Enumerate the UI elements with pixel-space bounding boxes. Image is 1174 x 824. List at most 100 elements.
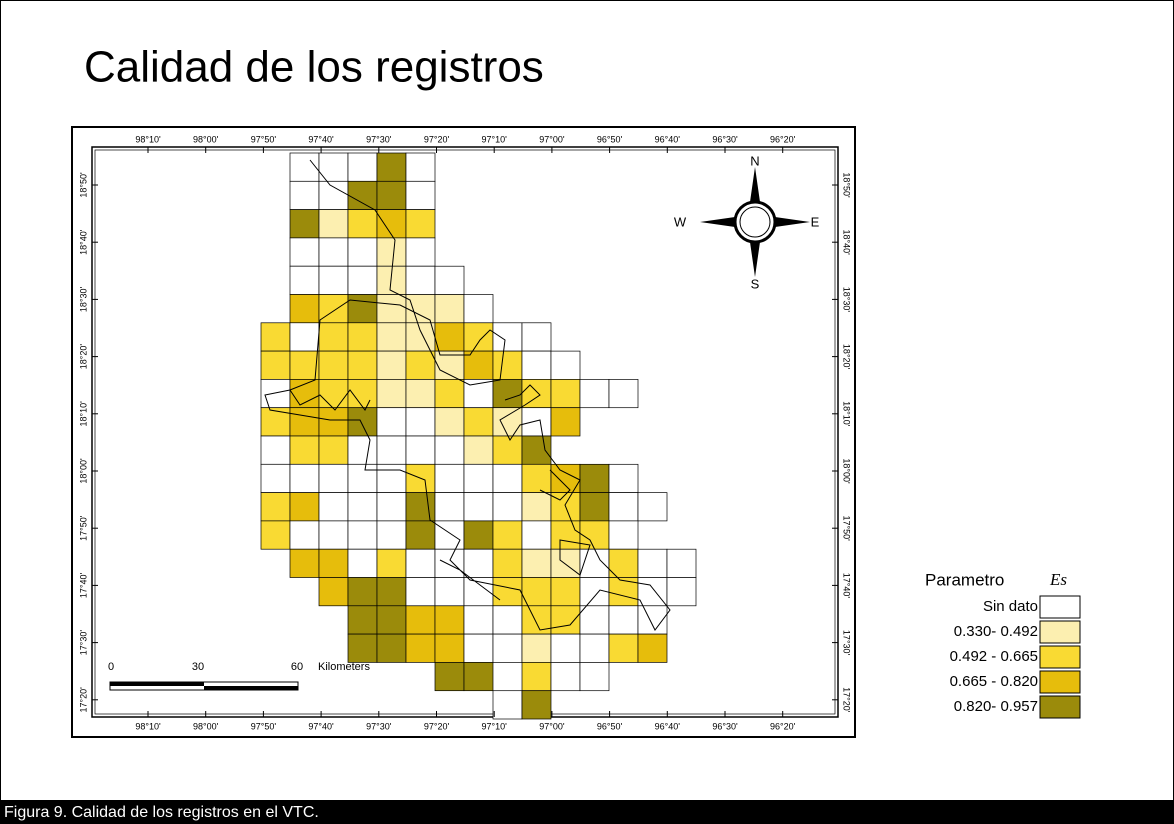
grid-cell — [289, 209, 320, 239]
bottom-tick-label: 98°10' — [135, 721, 161, 731]
grid-cell — [550, 662, 581, 692]
grid-cell — [463, 633, 494, 663]
grid-cell — [579, 379, 610, 409]
grid-cell — [492, 379, 523, 409]
grid-cell — [376, 180, 407, 210]
grid-cell — [434, 435, 465, 465]
grid-cell — [463, 407, 494, 437]
grid-cell — [318, 294, 349, 324]
grid-cell — [521, 662, 552, 692]
compass-s: S — [751, 276, 760, 291]
grid-cell — [579, 463, 610, 493]
right-tick-label: 18°50' — [842, 172, 852, 198]
bottom-tick-label: 96°20' — [770, 721, 796, 731]
bottom-tick-label: 96°50' — [597, 721, 623, 731]
boundary — [264, 159, 671, 631]
grid-cell — [608, 577, 639, 607]
grid-cell — [347, 322, 378, 352]
compass-e: E — [811, 214, 820, 229]
grid-cell — [405, 379, 436, 409]
grid-cell — [521, 322, 552, 352]
right-tick-label: 18°00' — [842, 458, 852, 484]
grid-cell — [376, 322, 407, 352]
grid-cell — [434, 492, 465, 522]
grid-cell — [637, 548, 668, 578]
grid-cell — [405, 633, 436, 663]
grid-cell — [376, 577, 407, 607]
grid-cell — [347, 577, 378, 607]
grid-cell — [347, 633, 378, 663]
top-tick-label: 97°50' — [251, 134, 277, 144]
grid-cell — [434, 633, 465, 663]
grid-cell — [492, 520, 523, 550]
grid-cell — [405, 548, 436, 578]
grid-cell — [376, 605, 407, 635]
grid-cell — [260, 435, 291, 465]
grid-cell — [492, 435, 523, 465]
grid-cell — [492, 463, 523, 493]
grid-cell — [608, 492, 639, 522]
legend-swatch — [1039, 670, 1081, 694]
grid-cell — [376, 379, 407, 409]
grid-cell — [521, 520, 552, 550]
grid-cell — [318, 180, 349, 210]
grid-cell — [434, 463, 465, 493]
grid-cell — [492, 492, 523, 522]
grid-cell — [550, 350, 581, 380]
right-tick-label: 18°40' — [842, 230, 852, 256]
grid-cell — [434, 407, 465, 437]
grid-cell — [376, 435, 407, 465]
top-tick-label: 97°20' — [424, 134, 450, 144]
grid-cell — [289, 152, 320, 182]
right-tick-label: 17°40' — [842, 573, 852, 599]
top-tick-label: 97°00' — [539, 134, 565, 144]
grid-cell — [347, 152, 378, 182]
grid-cell — [434, 322, 465, 352]
grid-cell — [434, 520, 465, 550]
grid-cell — [347, 407, 378, 437]
grid-cell — [347, 237, 378, 267]
grid-cell — [405, 520, 436, 550]
grid-cell — [260, 520, 291, 550]
grid-cell — [579, 577, 610, 607]
grid-cell — [318, 463, 349, 493]
right-tick-label: 17°30' — [842, 630, 852, 656]
grid-cell — [492, 633, 523, 663]
grid-cell — [318, 237, 349, 267]
grid-cell — [347, 520, 378, 550]
bottom-tick-label: 96°30' — [712, 721, 738, 731]
top-tick-label: 96°20' — [770, 134, 796, 144]
grid-cell — [376, 209, 407, 239]
grid-cell — [463, 294, 494, 324]
grid-cell — [550, 407, 581, 437]
right-tick-label: 17°20' — [842, 687, 852, 713]
grid-cell — [376, 237, 407, 267]
grid-cell — [260, 407, 291, 437]
grid-cell — [521, 463, 552, 493]
grid-cell — [289, 548, 320, 578]
grid-cell — [550, 463, 581, 493]
scale-label: 30 — [192, 661, 204, 673]
grid-cell — [347, 209, 378, 239]
grid-cell — [463, 435, 494, 465]
grid-cell — [289, 237, 320, 267]
left-tick-label: 17°30' — [78, 630, 88, 656]
legend-swatch — [1039, 645, 1081, 669]
legend-symbol: Es — [1049, 570, 1067, 589]
grid-cell — [434, 265, 465, 295]
grid-cell — [318, 322, 349, 352]
grid-cell — [289, 463, 320, 493]
scale-unit: Kilometers — [318, 661, 370, 673]
grid-cell — [347, 548, 378, 578]
grid-cell — [405, 577, 436, 607]
grid-cell — [347, 492, 378, 522]
grid-cell — [521, 690, 552, 720]
grid-cell — [666, 548, 697, 578]
grid-cell — [376, 520, 407, 550]
grid-cell — [289, 265, 320, 295]
grid-cell — [521, 379, 552, 409]
scale-label: 0 — [108, 661, 114, 673]
legend-label: 0.665 - 0.820 — [950, 673, 1038, 690]
top-tick-label: 97°30' — [366, 134, 392, 144]
top-tick-label: 96°30' — [712, 134, 738, 144]
